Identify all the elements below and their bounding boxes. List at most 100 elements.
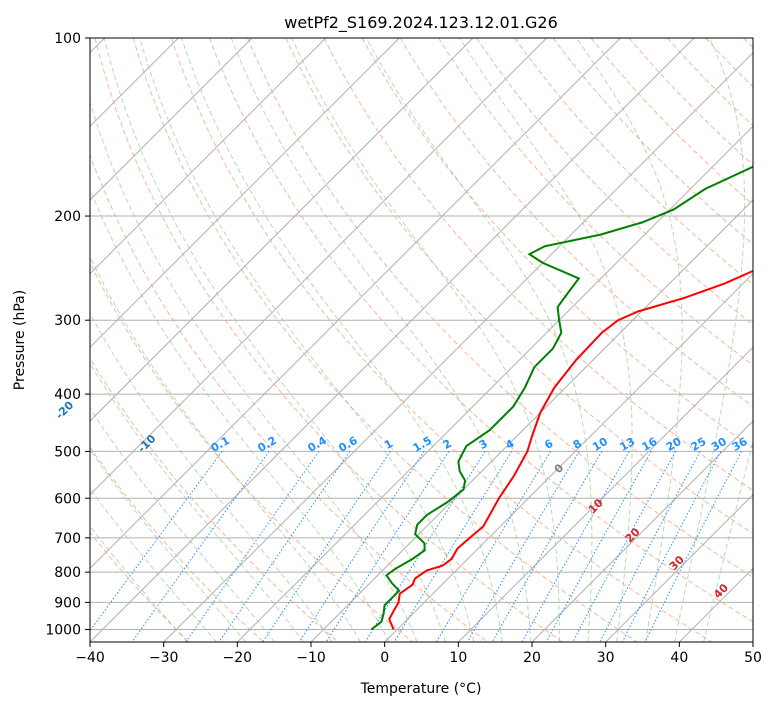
dry-adiabat: [628, 38, 753, 166]
temperature-curve: [388, 269, 753, 630]
isotherm: [90, 38, 400, 349]
mixing-ratio-line: [131, 451, 270, 642]
mixing-ratio-line: [545, 451, 652, 642]
mixing-ratio-label: 3: [477, 437, 490, 452]
mixing-ratio-line: [218, 451, 351, 642]
moist-adiabat: [90, 525, 188, 642]
isotherm: [90, 38, 548, 496]
dry-adiabat: [247, 38, 753, 578]
sounding-profiles: [370, 165, 753, 631]
moist-adiabat: [576, 38, 683, 642]
mixing-ratio-line: [90, 451, 223, 632]
dry-adiabat: [743, 38, 753, 49]
x-tick-label: 20: [523, 650, 541, 666]
moist-adiabat-label: 30: [667, 553, 687, 573]
isotherm: [457, 346, 753, 642]
x-tick-label: 0: [380, 650, 389, 666]
dry-adiabat: [94, 38, 563, 642]
dewpoint-curve: [370, 165, 753, 631]
isotherm: [605, 493, 753, 642]
dry-adiabat: [90, 357, 339, 642]
isotherm: [236, 125, 753, 642]
x-tick-label: 30: [597, 650, 615, 666]
dry-adiabat: [132, 38, 638, 642]
moist-adiabat-label: 0: [552, 461, 567, 476]
moist-adiabat: [90, 362, 304, 642]
moist-adiabat: [181, 38, 503, 642]
mixing-ratio-line: [599, 451, 701, 642]
isotherm: [531, 420, 753, 642]
y-axis-title: Pressure (hPa): [12, 290, 28, 390]
background-reference-lines: [90, 38, 753, 642]
y-tick-label: 300: [54, 313, 81, 329]
moist-adiabat: [365, 38, 593, 642]
moist-adiabat: [90, 407, 276, 642]
dry-adiabat: [438, 38, 753, 366]
isotherm: [90, 38, 253, 201]
moist-adiabat: [90, 488, 217, 642]
mixing-ratio-line: [572, 451, 676, 642]
dry-adiabat: [705, 38, 753, 88]
isotherm: [752, 641, 753, 642]
isotherm: [90, 38, 621, 570]
dry-adiabat: [514, 38, 753, 285]
moist-adiabat: [674, 38, 746, 642]
moist-adiabat-label: 20: [623, 525, 643, 545]
dry-adiabat: [90, 446, 264, 642]
x-tick-label: 40: [670, 650, 688, 666]
x-tick-label: −10: [296, 650, 326, 666]
mixing-ratio-line: [621, 451, 722, 642]
dry-adiabat: [90, 153, 488, 642]
x-tick-label: −40: [75, 650, 105, 666]
isotherm: [90, 38, 474, 422]
moist-adiabat: [90, 448, 247, 642]
moist-adiabat: [703, 439, 753, 642]
mixing-ratio-line: [325, 451, 450, 642]
y-tick-label: 200: [54, 209, 81, 225]
dry-adiabat: [399, 38, 753, 407]
x-tick-label: 10: [449, 650, 467, 666]
mixing-ratio-line: [491, 451, 603, 642]
mixing-ratio-line: [644, 451, 742, 642]
moist-adiabat: [90, 312, 333, 642]
isotherm: [163, 51, 753, 642]
moist-adiabat: [291, 38, 560, 642]
moist-adiabat: [90, 187, 390, 642]
axes: −40 −30 −20 −10 0 10 20 30 40 5010020030040050060…: [45, 31, 762, 666]
mixing-ratio-line: [521, 451, 630, 642]
y-tick-label: 600: [54, 491, 81, 507]
moist-adiabat-label: 40: [711, 581, 731, 601]
mixing-ratio-line: [185, 451, 320, 642]
moist-adiabat: [90, 255, 361, 642]
mixing-ratio-label: 6: [542, 437, 555, 452]
y-tick-label: 900: [54, 595, 81, 611]
y-tick-label: 100: [54, 31, 81, 47]
isotherm: [384, 272, 753, 642]
dry-adiabat: [90, 531, 190, 642]
dry-adiabat: [323, 38, 753, 492]
moist-adiabat: [103, 38, 446, 642]
mixing-ratio-line: [298, 451, 425, 642]
dry-adiabat: [90, 261, 414, 642]
dry-adiabat: [667, 38, 753, 127]
mixing-ratio-line: [467, 451, 580, 642]
y-tick-label: 800: [54, 565, 81, 581]
isotherm: [90, 38, 695, 642]
moist-adiabat: [459, 38, 633, 642]
isotherm: [90, 38, 327, 275]
plot-frame: [89, 37, 754, 643]
mixing-ratio-label: 2: [441, 437, 454, 452]
dry-adiabat: [170, 38, 712, 642]
chart-title: wetPf2_S169.2024.123.12.01.G26: [284, 13, 558, 33]
x-axis-title: Temperature (°C): [360, 681, 482, 697]
moist-adiabat: [230, 38, 532, 642]
y-tick-label: 700: [54, 531, 81, 547]
mixing-ratio-line: [435, 451, 552, 642]
mixing-ratio-line: [393, 451, 513, 642]
x-tick-label: −20: [223, 650, 253, 666]
dry-adiabat: [590, 38, 753, 206]
dry-adiabat: [361, 38, 753, 449]
moist-adiabat: [139, 38, 475, 642]
x-tick-label: −30: [149, 650, 179, 666]
